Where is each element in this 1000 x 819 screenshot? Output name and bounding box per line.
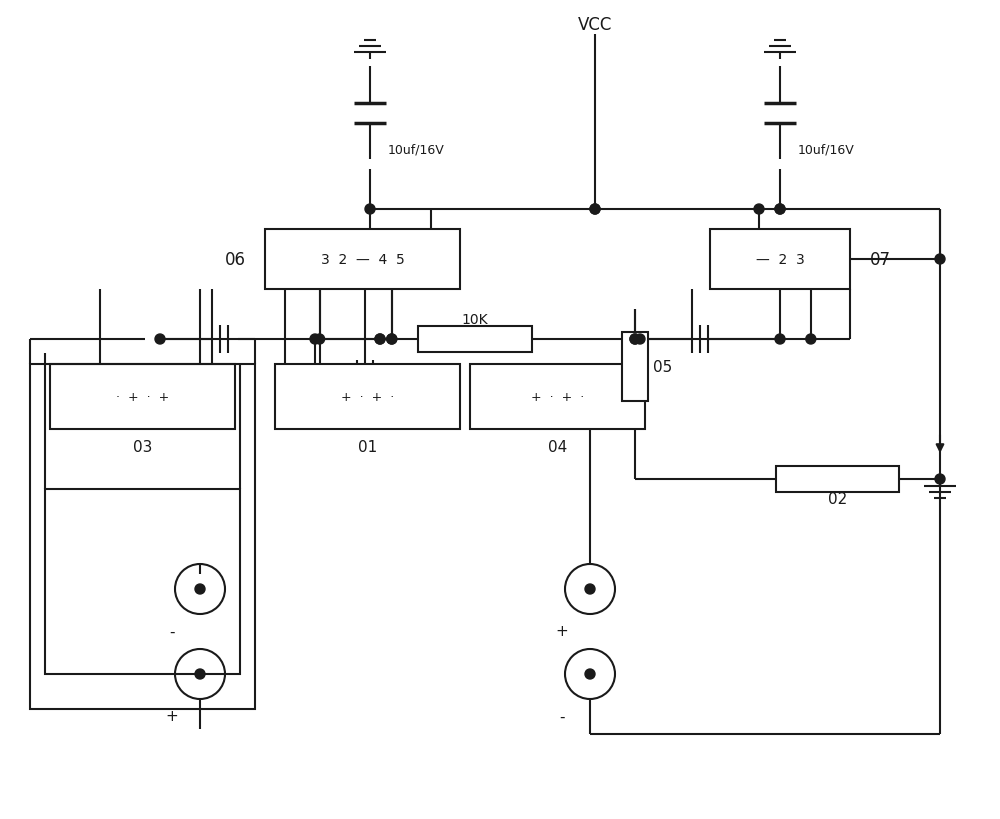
Bar xyxy=(622,333,648,401)
Bar xyxy=(418,327,532,352)
Bar xyxy=(470,364,645,429)
Circle shape xyxy=(935,255,945,265)
Bar xyxy=(776,467,899,492)
Text: 03: 03 xyxy=(133,440,152,455)
Text: 07: 07 xyxy=(870,251,891,269)
Text: 06: 06 xyxy=(225,251,246,269)
Text: 02: 02 xyxy=(828,492,847,507)
Text: -: - xyxy=(169,624,175,639)
Circle shape xyxy=(155,335,165,345)
Text: VCC: VCC xyxy=(578,16,612,34)
Circle shape xyxy=(387,335,397,345)
Text: +: + xyxy=(556,624,568,639)
Text: -: - xyxy=(559,708,565,724)
Circle shape xyxy=(590,205,600,215)
Circle shape xyxy=(775,205,785,215)
Bar xyxy=(710,229,850,290)
Circle shape xyxy=(754,205,764,215)
Text: 10uf/16V: 10uf/16V xyxy=(388,143,445,156)
Text: ·  +  ·  +: · + · + xyxy=(116,391,169,404)
Text: +  ·  +  ·: + · + · xyxy=(341,391,394,404)
Bar xyxy=(30,364,255,709)
Circle shape xyxy=(585,669,595,679)
Circle shape xyxy=(310,335,320,345)
Circle shape xyxy=(585,584,595,595)
Text: 10uf/16V: 10uf/16V xyxy=(798,143,855,156)
Text: 3  2  —  4  5: 3 2 — 4 5 xyxy=(321,253,404,267)
Text: 05: 05 xyxy=(653,360,672,374)
Circle shape xyxy=(935,474,945,484)
Text: 04: 04 xyxy=(548,440,567,455)
Bar xyxy=(50,364,235,429)
Circle shape xyxy=(387,335,397,345)
Circle shape xyxy=(195,584,205,595)
Circle shape xyxy=(365,205,375,215)
Bar xyxy=(275,364,460,429)
Circle shape xyxy=(590,205,600,215)
Text: +: + xyxy=(166,708,178,724)
Circle shape xyxy=(195,669,205,679)
Text: +  ·  +  ·: + · + · xyxy=(531,391,584,404)
Text: 10K: 10K xyxy=(462,313,488,327)
Circle shape xyxy=(775,335,785,345)
Circle shape xyxy=(630,335,640,345)
Bar xyxy=(45,490,240,674)
Bar xyxy=(265,229,460,290)
Text: —  2  3: — 2 3 xyxy=(756,253,804,267)
Circle shape xyxy=(375,335,385,345)
Circle shape xyxy=(635,335,645,345)
Circle shape xyxy=(775,205,785,215)
Circle shape xyxy=(375,335,385,345)
Circle shape xyxy=(630,335,640,345)
Circle shape xyxy=(806,335,816,345)
Text: 01: 01 xyxy=(358,440,377,455)
Circle shape xyxy=(315,335,325,345)
